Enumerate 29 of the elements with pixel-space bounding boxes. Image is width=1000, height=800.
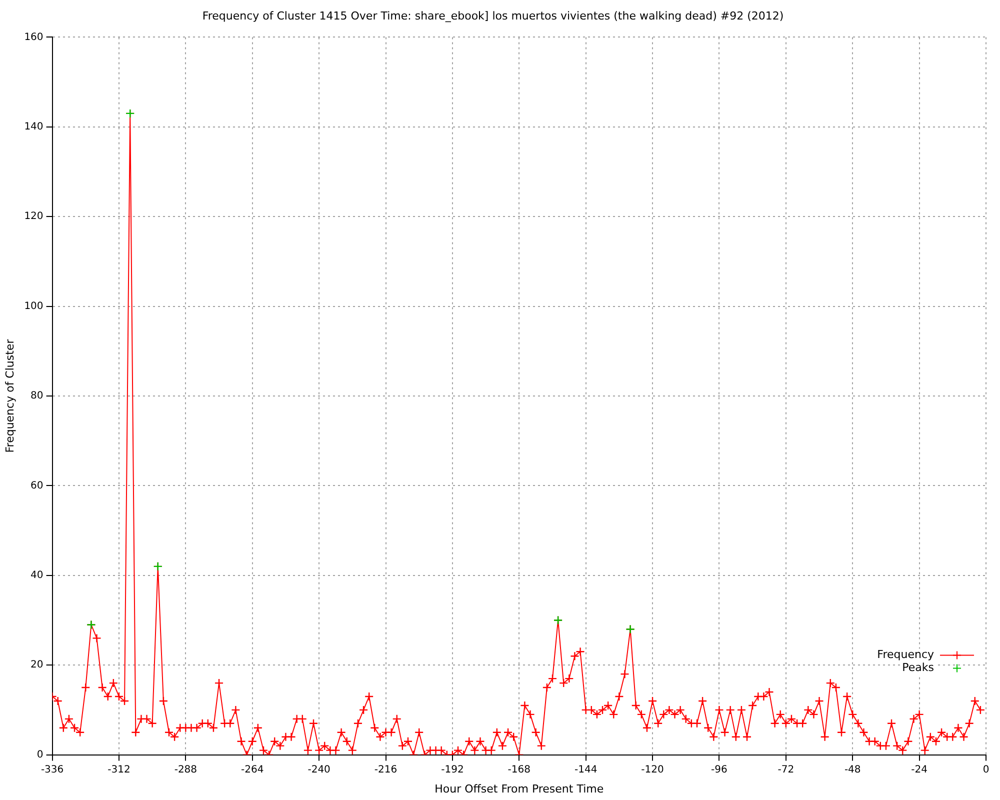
- x-axis-title: Hour Offset From Present Time: [434, 782, 604, 796]
- y-axis-title: Frequency of Cluster: [3, 338, 16, 453]
- x-tick-label: -288: [174, 764, 198, 776]
- x-tick-label: -24: [911, 764, 928, 776]
- legend-label: Peaks: [902, 661, 934, 674]
- x-tick-label: -168: [508, 764, 530, 776]
- legend-label: Frequency: [877, 648, 934, 662]
- y-tick-label: 160: [24, 32, 44, 43]
- y-tick-label: 120: [24, 211, 44, 222]
- y-tick-label: 80: [30, 390, 44, 402]
- y-tick-label: 40: [30, 570, 44, 581]
- x-tick-label: -216: [374, 764, 398, 776]
- x-tick-label: -96: [711, 764, 728, 776]
- x-tick-label: -72: [778, 764, 794, 776]
- y-tick-label: 100: [24, 300, 44, 312]
- x-tick-label: -48: [844, 764, 861, 776]
- x-tick-label: -240: [308, 764, 330, 776]
- y-tick-label: 20: [30, 660, 44, 671]
- y-tick-label: 140: [24, 121, 44, 132]
- x-tick-label: -264: [241, 764, 264, 776]
- y-tick-label: 0: [36, 749, 44, 760]
- y-tick-label: 60: [30, 480, 44, 492]
- chart-title: Frequency of Cluster 1415 Over Time: share_ebook] los muertos vivientes (the walking dead) #92 (2012): [202, 9, 784, 22]
- x-tick-label: 0: [982, 764, 990, 776]
- x-tick-label: -120: [641, 764, 664, 776]
- x-tick-label: -144: [574, 764, 598, 776]
- x-tick-label: -312: [108, 764, 130, 776]
- x-tick-label: -336: [40, 764, 64, 776]
- x-tick-label: -192: [441, 764, 464, 776]
